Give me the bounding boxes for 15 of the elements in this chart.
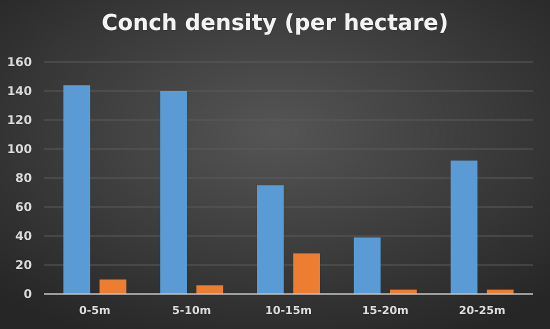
x-tick-label: 5-10m [172,304,212,317]
y-tick-label: 60 [15,200,32,214]
y-tick-label: 20 [15,258,32,272]
x-tick-label: 20-25m [458,304,506,317]
x-tick-label: 10-15m [265,304,312,317]
y-tick-label: 80 [15,171,32,185]
y-tick-label: 160 [6,55,32,69]
x-tick-label: 15-20m [362,304,409,317]
y-tick-label: 140 [6,84,32,98]
chart-title: Conch density (per hectare) [102,11,448,36]
y-tick-label: 120 [6,113,32,127]
y-tick-label: 100 [6,142,32,156]
y-tick-label: 0 [24,287,32,301]
x-tick-label: 0-5m [79,304,111,317]
y-tick-label: 40 [15,229,32,243]
